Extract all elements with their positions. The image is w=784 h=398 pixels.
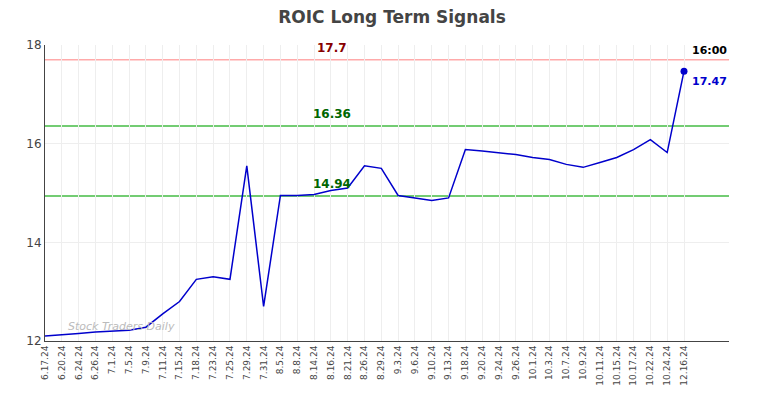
svg-text:10.17.24: 10.17.24 bbox=[628, 345, 638, 385]
svg-text:7.18.24: 7.18.24 bbox=[191, 345, 201, 380]
svg-text:10.15.24: 10.15.24 bbox=[612, 345, 622, 385]
svg-text:10.11.24: 10.11.24 bbox=[595, 345, 605, 385]
svg-text:7.5.24: 7.5.24 bbox=[124, 345, 134, 374]
svg-text:7.23.24: 7.23.24 bbox=[208, 345, 218, 380]
svg-text:6.20.24: 6.20.24 bbox=[57, 345, 67, 380]
svg-text:16.36: 16.36 bbox=[313, 107, 351, 121]
svg-text:14: 14 bbox=[26, 236, 41, 250]
svg-text:6.17.24: 6.17.24 bbox=[40, 345, 50, 380]
svg-text:18: 18 bbox=[26, 38, 41, 52]
svg-text:ROIC Long Term Signals: ROIC Long Term Signals bbox=[278, 7, 506, 27]
svg-text:8.14.24: 8.14.24 bbox=[309, 345, 319, 380]
svg-text:6.26.24: 6.26.24 bbox=[90, 345, 100, 380]
svg-text:10.3.24: 10.3.24 bbox=[544, 345, 554, 380]
svg-text:7.1.24: 7.1.24 bbox=[107, 345, 117, 374]
svg-text:8.8.24: 8.8.24 bbox=[292, 345, 302, 374]
svg-text:9.10.24: 9.10.24 bbox=[427, 345, 437, 380]
svg-text:9.20.24: 9.20.24 bbox=[477, 345, 487, 380]
svg-text:16:00: 16:00 bbox=[692, 44, 727, 57]
svg-text:12: 12 bbox=[26, 334, 41, 348]
svg-text:9.6.24: 9.6.24 bbox=[410, 345, 420, 374]
svg-text:10.1.24: 10.1.24 bbox=[528, 345, 538, 380]
svg-text:10.22.24: 10.22.24 bbox=[645, 345, 655, 385]
svg-text:14.94: 14.94 bbox=[313, 177, 351, 191]
svg-text:8.16.24: 8.16.24 bbox=[326, 345, 336, 380]
svg-text:7.11.24: 7.11.24 bbox=[158, 345, 168, 380]
svg-text:9.13.24: 9.13.24 bbox=[444, 345, 454, 380]
svg-text:8.5.24: 8.5.24 bbox=[275, 345, 285, 374]
svg-text:7.31.24: 7.31.24 bbox=[259, 345, 269, 380]
svg-text:17.47: 17.47 bbox=[692, 75, 727, 88]
svg-text:8.21.24: 8.21.24 bbox=[343, 345, 353, 380]
svg-text:9.3.24: 9.3.24 bbox=[393, 345, 403, 374]
svg-text:9.24.24: 9.24.24 bbox=[494, 345, 504, 380]
svg-text:6.24.24: 6.24.24 bbox=[74, 345, 84, 380]
svg-text:7.15.24: 7.15.24 bbox=[174, 345, 184, 380]
svg-text:12.16.24: 12.16.24 bbox=[679, 345, 689, 385]
svg-text:9.18.24: 9.18.24 bbox=[460, 345, 470, 380]
svg-text:7.29.24: 7.29.24 bbox=[242, 345, 252, 380]
svg-text:17.7: 17.7 bbox=[317, 41, 347, 55]
svg-text:9.26.24: 9.26.24 bbox=[511, 345, 521, 380]
svg-text:10.9.24: 10.9.24 bbox=[578, 345, 588, 380]
svg-text:8.26.24: 8.26.24 bbox=[359, 345, 369, 380]
svg-text:7.9.24: 7.9.24 bbox=[141, 345, 151, 374]
svg-text:7.25.24: 7.25.24 bbox=[225, 345, 235, 380]
svg-text:Stock Traders Daily: Stock Traders Daily bbox=[68, 320, 175, 333]
svg-text:10.7.24: 10.7.24 bbox=[561, 345, 571, 380]
svg-text:10.24.24: 10.24.24 bbox=[662, 345, 672, 385]
svg-text:8.29.24: 8.29.24 bbox=[376, 345, 386, 380]
svg-text:16: 16 bbox=[26, 137, 41, 151]
